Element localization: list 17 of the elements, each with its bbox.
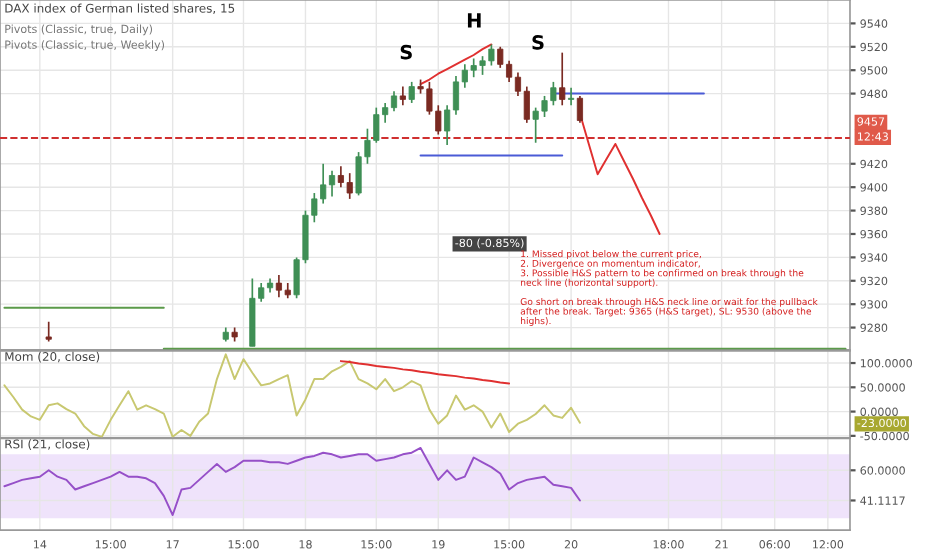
annotation: H	[467, 13, 481, 28]
candlestick	[559, 51, 566, 107]
line-series	[3, 353, 581, 438]
candlestick	[346, 172, 353, 200]
line-series	[3, 446, 581, 516]
annotation: S	[400, 44, 412, 60]
candlestick	[568, 86, 575, 107]
candlestick	[408, 81, 415, 104]
candlestick	[249, 277, 256, 348]
candlestick	[328, 169, 336, 198]
candlestick	[576, 95, 584, 124]
candlestick	[523, 85, 530, 124]
candlestick	[399, 85, 406, 107]
candlestick	[45, 320, 52, 343]
line-series	[339, 360, 511, 385]
candlestick	[390, 90, 398, 112]
annotation: S	[532, 35, 544, 50]
